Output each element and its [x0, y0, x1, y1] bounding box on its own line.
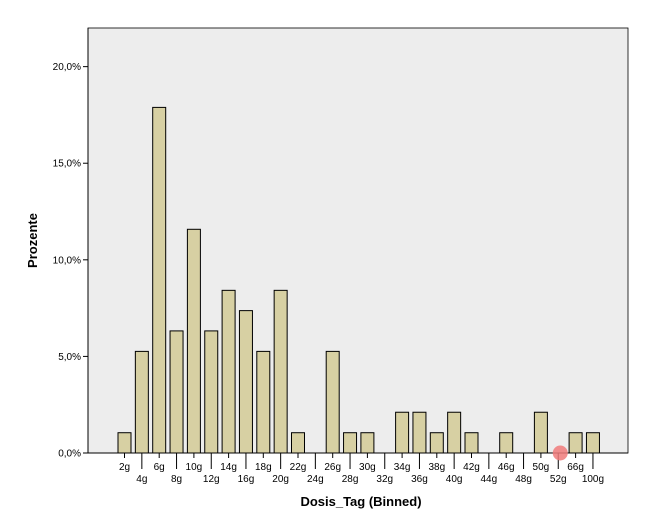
x-tick-label: 2g — [119, 462, 130, 473]
y-tick-label: 15,0% — [53, 159, 81, 170]
y-tick-label: 0,0% — [58, 449, 81, 460]
x-tick-label: 12g — [203, 474, 220, 485]
bar-4g — [134, 350, 149, 454]
x-axis-ticks: 2g 4g 6g 8g 10g12g14g16g18g20g22g24g26g28g30… — [119, 453, 604, 485]
bar-10g — [186, 228, 201, 454]
bar-46g — [499, 432, 514, 454]
bar-38g — [429, 432, 444, 454]
bar-14g — [221, 289, 236, 454]
y-axis-ticks: 0,0% 5,0% 10,0% 15,0% 20,0% — [53, 62, 88, 460]
x-tick-label: 14g — [220, 462, 237, 473]
bar-2g — [117, 432, 132, 454]
x-tick-label: 32g — [376, 474, 393, 485]
x-tick-label: 24g — [307, 474, 324, 485]
y-axis-title: Prozente — [25, 213, 40, 268]
bar-12g — [204, 330, 219, 454]
x-tick-label: 40g — [446, 474, 463, 485]
bar-40g — [447, 411, 462, 454]
x-tick-label: 20g — [272, 474, 289, 485]
x-tick-label: 16g — [238, 474, 255, 485]
bar-50g — [533, 411, 548, 454]
bar-16g — [238, 310, 253, 454]
x-tick-label: 34g — [394, 462, 411, 473]
x-tick-label: 66g — [567, 462, 584, 473]
bar-34g — [395, 411, 410, 454]
bar-28g — [343, 432, 358, 454]
bar-36g — [412, 411, 427, 454]
x-tick-label: 36g — [411, 474, 428, 485]
x-tick-label: 38g — [428, 462, 445, 473]
plot-area — [87, 27, 629, 454]
x-tick-label: 26g — [324, 462, 341, 473]
x-tick-label: 6g — [154, 462, 165, 473]
x-tick-label: 42g — [463, 462, 480, 473]
bar-100g — [585, 432, 600, 454]
x-tick-label: 52g — [550, 474, 567, 485]
x-tick-label: 100g — [582, 474, 604, 485]
x-tick-label: 46g — [498, 462, 515, 473]
bar-30g — [360, 432, 375, 454]
bar-8g — [169, 330, 184, 454]
x-tick-label: 8g — [171, 474, 182, 485]
x-tick-label: 48g — [515, 474, 532, 485]
bar-18g — [256, 350, 271, 454]
x-tick-label: 50g — [533, 462, 550, 473]
bar-42g — [464, 432, 479, 454]
x-tick-label: 18g — [255, 462, 272, 473]
highlight-marker — [552, 445, 568, 461]
bar-22g — [291, 432, 305, 454]
y-tick-label: 20,0% — [53, 62, 81, 73]
bar-66g — [568, 432, 583, 454]
bar-6g — [152, 106, 167, 454]
x-tick-label: 10g — [186, 462, 203, 473]
x-tick-label: 28g — [342, 474, 359, 485]
x-tick-label: 30g — [359, 462, 376, 473]
bar-20g — [273, 289, 288, 454]
y-tick-label: 10,0% — [53, 255, 81, 266]
x-tick-label: 4g — [136, 474, 147, 485]
x-axis-title: Dosis_Tag (Binned) — [300, 494, 421, 509]
x-tick-label: 44g — [481, 474, 498, 485]
bar-26g — [325, 350, 340, 454]
y-tick-label: 5,0% — [58, 352, 81, 363]
x-tick-label: 22g — [290, 462, 307, 473]
